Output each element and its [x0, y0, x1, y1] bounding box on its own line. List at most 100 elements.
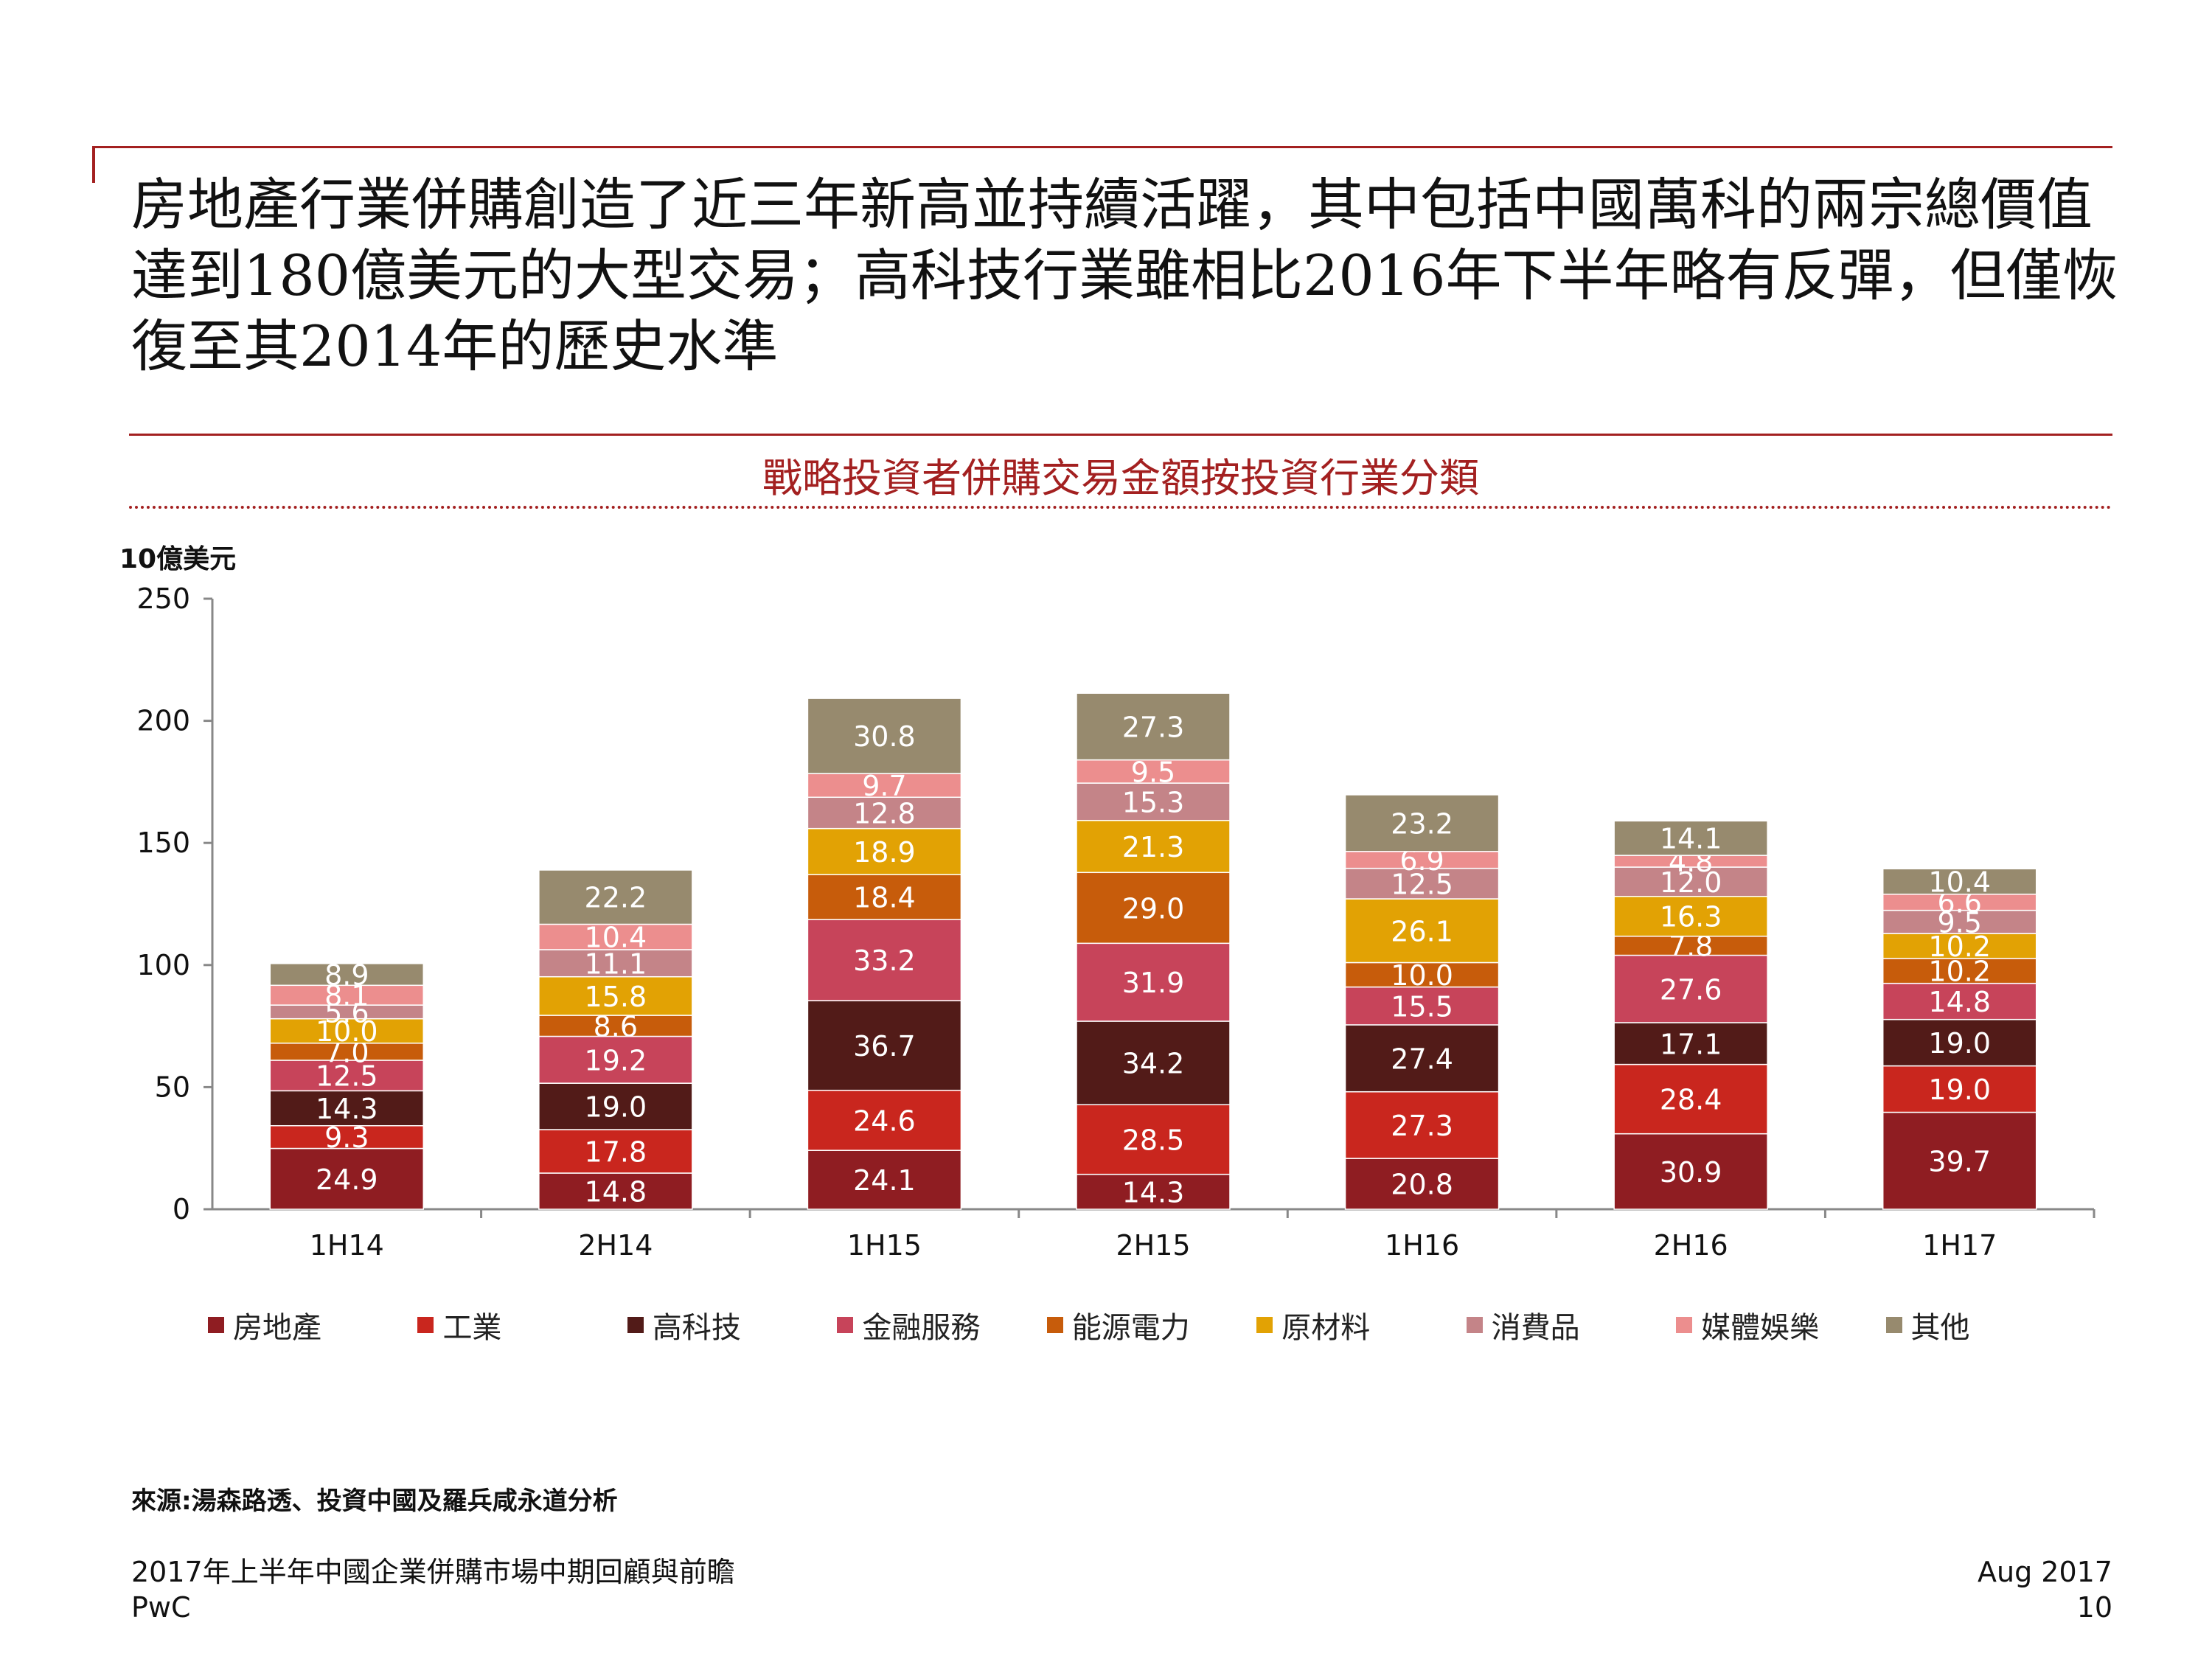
data-label: 27.6: [1660, 973, 1722, 1006]
legend-swatch: [837, 1317, 854, 1333]
bar-segment: [538, 1082, 693, 1130]
bar-segment: [807, 919, 962, 1001]
title-top-rule: [92, 146, 2112, 148]
bar-segment: [1076, 1173, 1231, 1210]
legend-label: 房地產: [233, 1311, 321, 1345]
bar-segment: [269, 963, 425, 987]
bar-segment: [1882, 868, 2037, 895]
data-label: 19.0: [585, 1091, 647, 1124]
data-label: 17.1: [1660, 1028, 1722, 1060]
data-label: 12.5: [1391, 868, 1453, 900]
data-label: 9.5: [1131, 756, 1175, 788]
bar-segment: [1076, 1104, 1231, 1175]
bar-segment: [538, 869, 693, 925]
data-label: 22.2: [585, 882, 647, 914]
data-label: 34.2: [1122, 1048, 1185, 1080]
bar-segment: [1613, 820, 1768, 856]
title-corner-accent: [92, 146, 95, 183]
bar-segment: [538, 1015, 693, 1037]
bar-segment: [1076, 692, 1231, 761]
y-tick-label: 0: [173, 1193, 190, 1225]
x-tick-label: 1H17: [1922, 1229, 1997, 1262]
data-label: 29.0: [1122, 892, 1185, 925]
data-label: 19.0: [1928, 1027, 1991, 1060]
legend-item: 高科技: [627, 1304, 741, 1346]
bar-segment: [269, 1060, 425, 1092]
data-label: 9.7: [862, 770, 906, 802]
data-label: 11.1: [585, 947, 647, 980]
legend-label: 原材料: [1281, 1311, 1371, 1345]
y-tick-label: 200: [136, 705, 190, 737]
data-label: 14.3: [1122, 1176, 1185, 1208]
bar-segment: [1882, 1018, 2037, 1067]
y-tick-label: 150: [136, 827, 190, 859]
bar-segment: [807, 1000, 962, 1091]
legend-item: 金融服務: [837, 1304, 980, 1346]
legend-item: 其他: [1885, 1304, 1970, 1346]
footer-right: Aug 2017 10: [1978, 1554, 2112, 1625]
footer-date: Aug 2017: [1978, 1556, 2112, 1588]
bar-segment: [1344, 794, 1500, 852]
bar-segment: [807, 773, 962, 799]
bar-segment: [1344, 1091, 1500, 1159]
data-label: 12.8: [853, 797, 916, 830]
legend-item: 工業: [417, 1304, 501, 1346]
x-tick-label: 1H15: [847, 1229, 922, 1262]
bar-segment: [1076, 819, 1231, 874]
data-label: 33.2: [853, 945, 916, 977]
legend-swatch: [1046, 1317, 1063, 1333]
data-label: 14.1: [1660, 823, 1722, 855]
data-label: 27.3: [1122, 711, 1185, 743]
data-label: 15.3: [1122, 786, 1185, 818]
data-label: 24.1: [853, 1164, 916, 1197]
bar-segment: [1344, 961, 1500, 988]
bar-segment: [1613, 935, 1768, 956]
chart-title: 戰略投資者併購交易金額按投資行業分類: [762, 455, 1479, 501]
bar-segment: [538, 923, 693, 950]
x-tick-label: 2H14: [578, 1229, 653, 1262]
legend-swatch: [1885, 1317, 1902, 1333]
data-label: 9.5: [1937, 906, 1981, 939]
legend-label: 工業: [442, 1311, 502, 1345]
data-label: 10.4: [585, 922, 647, 954]
legend-label: 其他: [1910, 1311, 1970, 1345]
bar-segment: [269, 1090, 425, 1127]
bar-segment: [1076, 759, 1231, 784]
data-label: 27.3: [1391, 1110, 1453, 1142]
y-axis-label: 10億美元: [119, 544, 236, 574]
data-label: 18.4: [853, 882, 916, 914]
data-label: 8.9: [324, 959, 369, 992]
data-label: 14.8: [585, 1175, 647, 1208]
data-label: 21.3: [1122, 831, 1185, 863]
bar-segment: [1076, 1020, 1231, 1105]
x-tick-label: 2H15: [1116, 1229, 1190, 1262]
data-label: 24.6: [853, 1105, 916, 1137]
data-label: 15.5: [1391, 990, 1453, 1023]
source-note: 來源:湯森路透、投資中國及羅兵咸永道分析: [131, 1486, 618, 1516]
legend-swatch: [417, 1317, 434, 1333]
data-label: 10.0: [316, 1015, 378, 1048]
legend-item: 房地產: [208, 1304, 321, 1346]
data-label: 19.2: [585, 1044, 647, 1077]
legend-swatch: [208, 1317, 224, 1333]
bar-segment: [1076, 942, 1231, 1022]
bar-segment: [538, 1129, 693, 1174]
bar-segment: [1882, 1111, 2037, 1210]
data-label: 28.5: [1122, 1124, 1185, 1156]
bar-segment: [1344, 867, 1500, 900]
data-label: 10.4: [1928, 866, 1991, 899]
data-label: 18.9: [853, 836, 916, 869]
bar-segment: [1882, 982, 2037, 1020]
bar-segment: [269, 984, 425, 1006]
bar-segment: [1344, 1158, 1500, 1210]
bar-segment: [807, 1089, 962, 1151]
data-label: 16.3: [1660, 901, 1722, 933]
bar-segment: [1882, 958, 2037, 984]
bar-segment: [1613, 1133, 1768, 1210]
bar-segment: [1344, 898, 1500, 964]
bar-segment: [1613, 954, 1768, 1023]
legend-item: 媒體娛樂: [1676, 1304, 1819, 1346]
legend-label: 金融服務: [862, 1311, 981, 1345]
bar-segment: [1076, 782, 1231, 821]
bar-segment: [269, 1018, 425, 1044]
